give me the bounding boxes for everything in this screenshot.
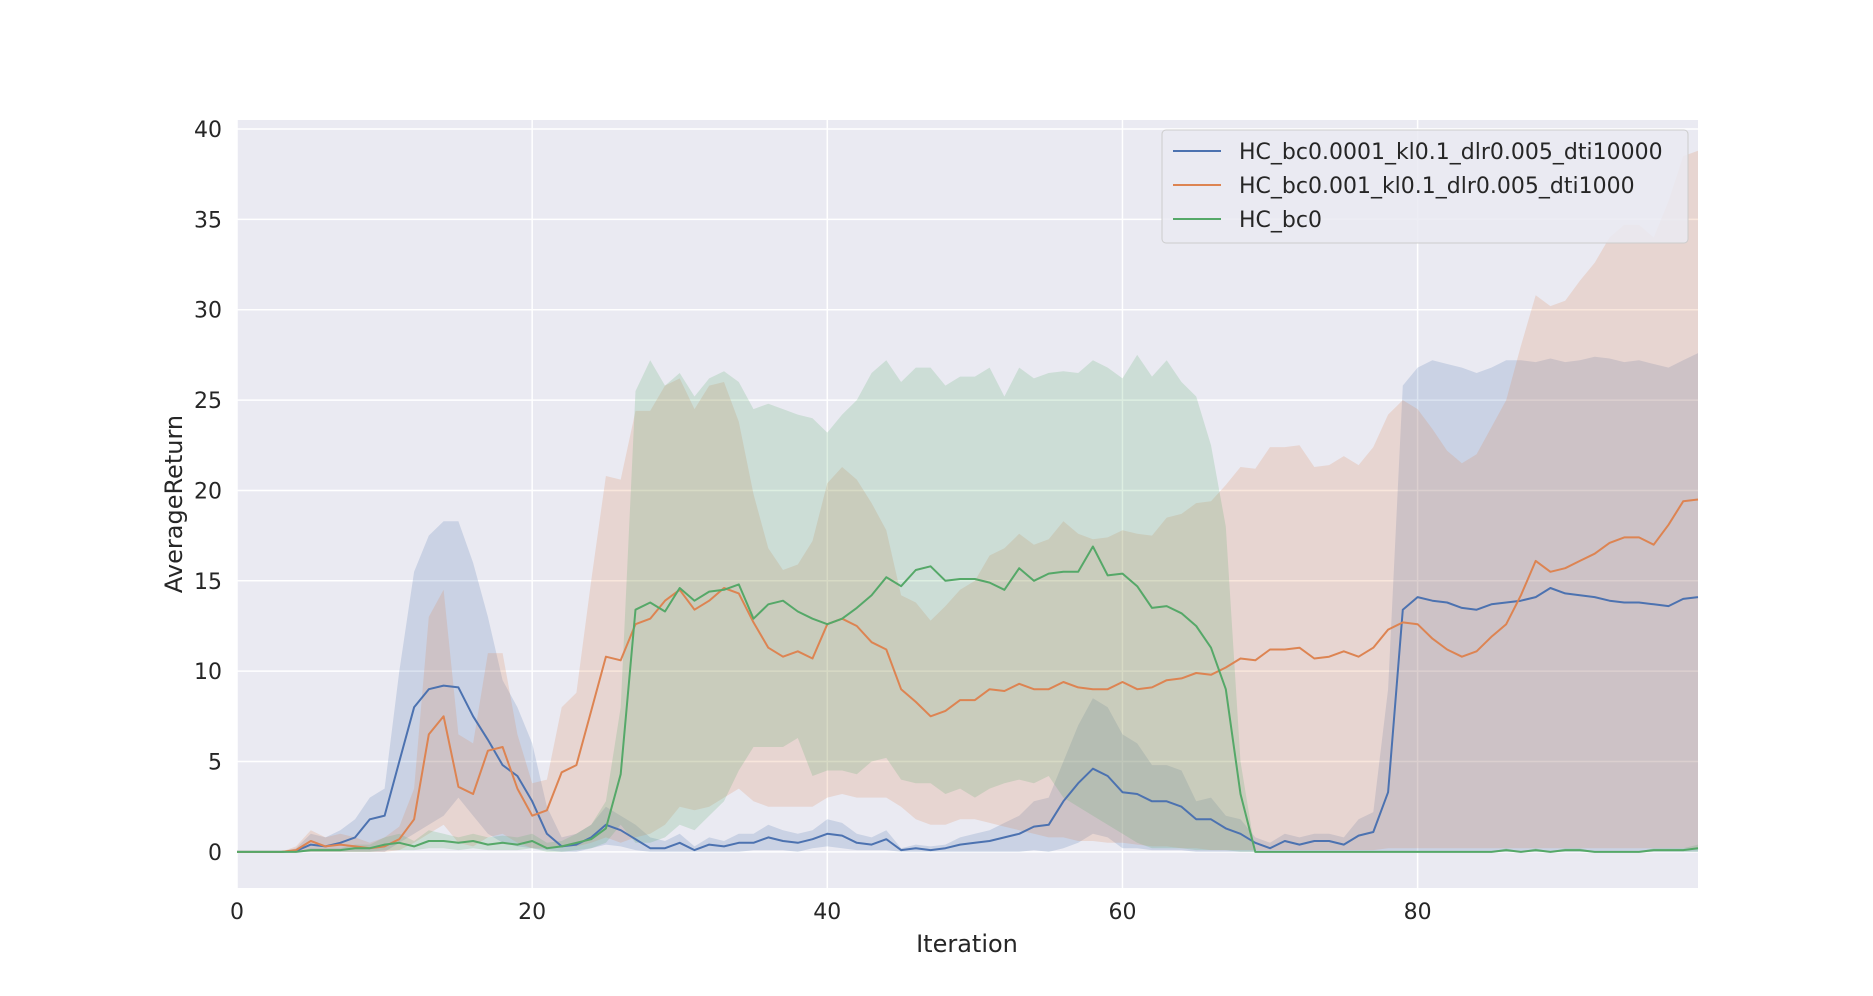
series-band-0 xyxy=(237,353,1698,852)
plot-background xyxy=(237,120,1698,888)
x-tick-label: 0 xyxy=(230,900,244,925)
x-axis-label: Iteration xyxy=(916,930,1018,958)
x-tick-label: 20 xyxy=(518,900,546,925)
x-tick-label: 80 xyxy=(1404,900,1432,925)
y-tick-label: 5 xyxy=(208,751,222,776)
y-tick-label: 30 xyxy=(194,299,222,324)
y-tick-label: 15 xyxy=(194,570,222,595)
legend: HC_bc0.0001_kl0.1_dlr0.005_dti10000 HC_bc… xyxy=(1161,129,1689,244)
grid-lines xyxy=(236,120,1698,888)
series-band-2 xyxy=(237,354,1698,852)
series-line-1 xyxy=(237,498,1699,853)
y-tick-label: 25 xyxy=(194,389,222,414)
series-line-0 xyxy=(237,587,1699,853)
y-tick-labels: 0 5 10 15 20 25 30 35 40 xyxy=(194,118,222,866)
y-tick-label: 20 xyxy=(194,479,222,504)
y-tick-label: 0 xyxy=(208,841,222,866)
confidence-bands xyxy=(237,150,1698,852)
y-axis-label: AverageReturn xyxy=(160,415,188,593)
legend-label-2: HC_bc0 xyxy=(1239,208,1322,233)
series-band-1 xyxy=(237,150,1698,852)
x-tick-label: 60 xyxy=(1108,900,1136,925)
legend-label-1: HC_bc0.001_kl0.1_dlr0.005_dti1000 xyxy=(1239,174,1635,199)
y-tick-label: 40 xyxy=(194,118,222,143)
legend-label-0: HC_bc0.0001_kl0.1_dlr0.005_dti10000 xyxy=(1239,140,1663,165)
x-tick-label: 40 xyxy=(813,900,841,925)
legend-box xyxy=(1161,129,1689,244)
x-tick-labels: 0 20 40 60 80 xyxy=(230,900,1432,925)
series-lines xyxy=(237,498,1699,853)
series-line-2 xyxy=(237,545,1699,853)
y-tick-label: 35 xyxy=(194,208,222,233)
y-tick-label: 10 xyxy=(194,660,222,685)
